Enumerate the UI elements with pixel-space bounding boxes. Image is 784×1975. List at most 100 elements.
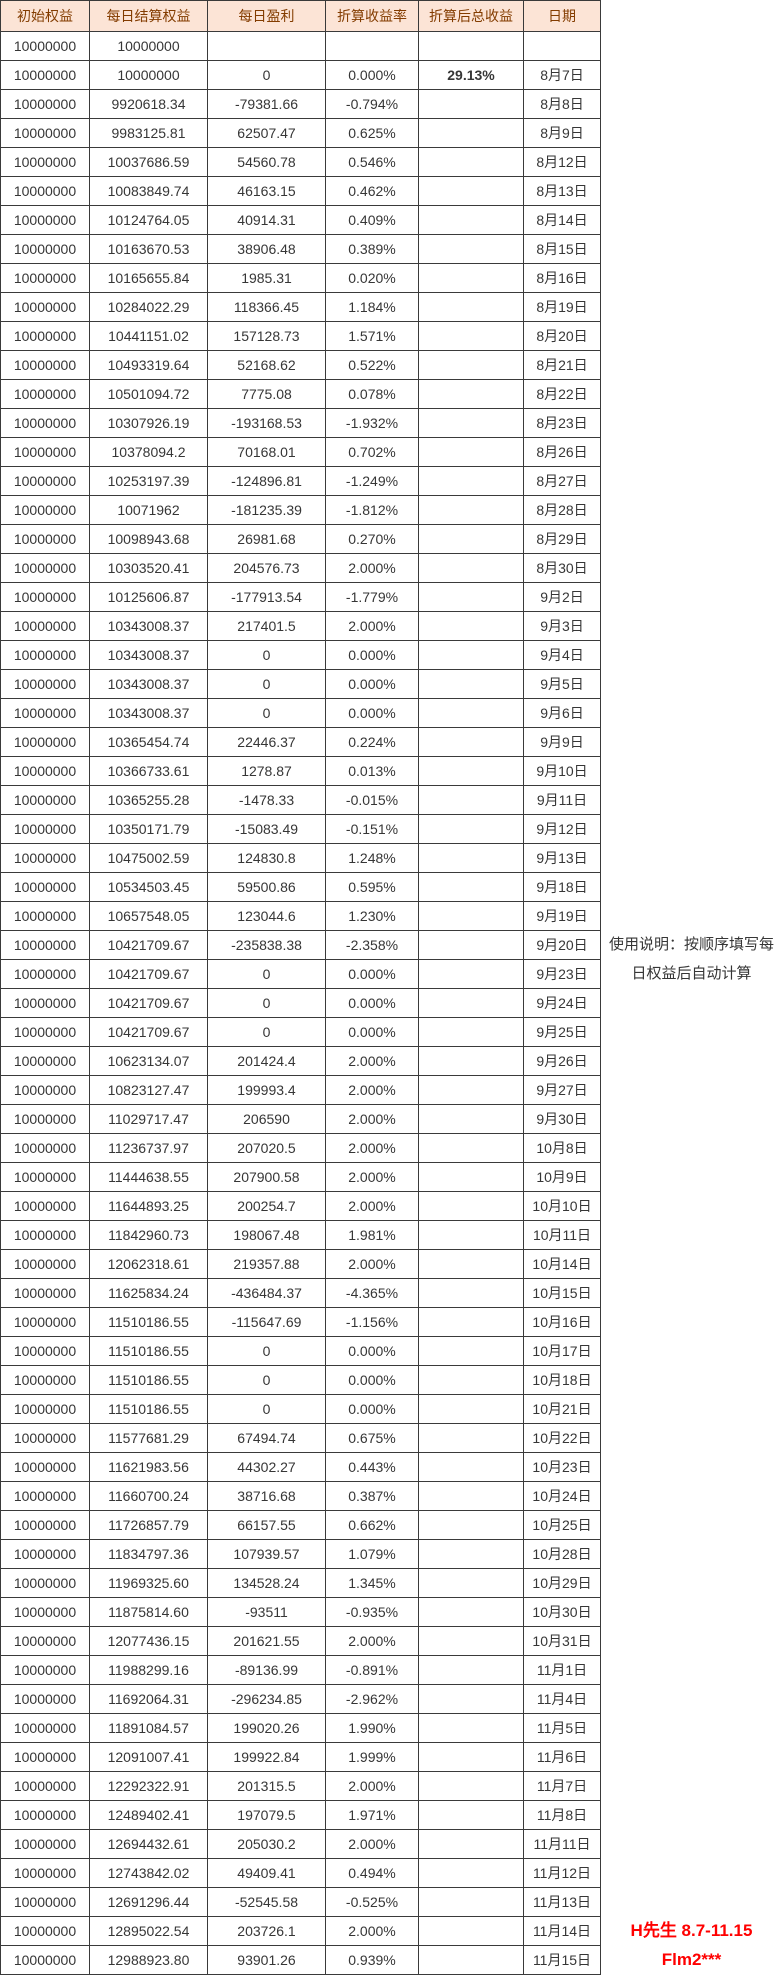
cell-settlement-equity[interactable]: 11577681.29 [89, 1423, 208, 1453]
cell-settlement-equity[interactable]: 11692064.31 [89, 1684, 208, 1714]
cell-daily-profit[interactable]: -193168.53 [207, 408, 326, 438]
cell-total-return[interactable] [418, 1713, 524, 1743]
cell-initial-equity[interactable]: 10000000 [0, 495, 90, 525]
cell-date[interactable]: 8月19日 [523, 292, 601, 322]
cell-initial-equity[interactable]: 10000000 [0, 1220, 90, 1250]
cell-initial-equity[interactable]: 10000000 [0, 1481, 90, 1511]
cell-daily-return[interactable]: 1.184% [325, 292, 419, 322]
cell-daily-return[interactable]: 0.000% [325, 1017, 419, 1047]
cell-settlement-equity[interactable]: 11236737.97 [89, 1133, 208, 1163]
cell-settlement-equity[interactable]: 12489402.41 [89, 1800, 208, 1830]
cell-total-return[interactable] [418, 1336, 524, 1366]
cell-daily-profit[interactable]: 1985.31 [207, 263, 326, 293]
cell-daily-return[interactable]: 0.494% [325, 1858, 419, 1888]
cell-date[interactable]: 10月10日 [523, 1191, 601, 1221]
cell-initial-equity[interactable]: 10000000 [0, 1017, 90, 1047]
cell-daily-return[interactable]: 2.000% [325, 1075, 419, 1105]
cell-total-return[interactable] [418, 727, 524, 757]
cell-daily-return[interactable]: 0.595% [325, 872, 419, 902]
header-initial-equity[interactable]: 初始权益 [0, 0, 90, 32]
cell-daily-profit[interactable]: 201621.55 [207, 1626, 326, 1656]
cell-initial-equity[interactable]: 10000000 [0, 408, 90, 438]
cell-initial-equity[interactable]: 10000000 [0, 1452, 90, 1482]
cell-daily-return[interactable]: 2.000% [325, 1829, 419, 1859]
header-settlement-equity[interactable]: 每日结算权益 [89, 0, 208, 32]
cell-total-return[interactable] [418, 118, 524, 148]
cell-settlement-equity[interactable]: 10037686.59 [89, 147, 208, 177]
cell-daily-profit[interactable]: 40914.31 [207, 205, 326, 235]
cell-daily-profit[interactable]: 201315.5 [207, 1771, 326, 1801]
cell-total-return[interactable] [418, 1104, 524, 1134]
cell-date[interactable]: 9月23日 [523, 959, 601, 989]
cell-daily-profit[interactable]: 1278.87 [207, 756, 326, 786]
cell-settlement-equity[interactable]: 10307926.19 [89, 408, 208, 438]
cell-date[interactable]: 8月7日 [523, 60, 601, 90]
cell-settlement-equity[interactable]: 12062318.61 [89, 1249, 208, 1279]
cell-daily-return[interactable]: 1.971% [325, 1800, 419, 1830]
cell-daily-return[interactable]: -1.156% [325, 1307, 419, 1337]
cell-daily-return[interactable]: -2.358% [325, 930, 419, 960]
cell-initial-equity[interactable]: 10000000 [0, 524, 90, 554]
cell-daily-return[interactable]: 2.000% [325, 611, 419, 641]
cell-date[interactable]: 11月12日 [523, 1858, 601, 1888]
cell-daily-return[interactable]: 2.000% [325, 1916, 419, 1946]
header-daily-return[interactable]: 折算收益率 [325, 0, 419, 32]
cell-daily-profit[interactable]: 124830.8 [207, 843, 326, 873]
cell-total-return[interactable] [418, 785, 524, 815]
cell-daily-profit[interactable]: 67494.74 [207, 1423, 326, 1453]
cell-settlement-equity[interactable]: 10083849.74 [89, 176, 208, 206]
cell-daily-profit[interactable]: 0 [207, 640, 326, 670]
cell-daily-profit[interactable]: 199993.4 [207, 1075, 326, 1105]
cell-date[interactable]: 10月8日 [523, 1133, 601, 1163]
cell-date[interactable]: 8月13日 [523, 176, 601, 206]
cell-daily-profit[interactable]: 203726.1 [207, 1916, 326, 1946]
cell-settlement-equity[interactable]: 11029717.47 [89, 1104, 208, 1134]
cell-date[interactable]: 9月19日 [523, 901, 601, 931]
cell-daily-profit[interactable]: 204576.73 [207, 553, 326, 583]
cell-daily-return[interactable]: 0.000% [325, 640, 419, 670]
cell-settlement-equity[interactable]: 10421709.67 [89, 959, 208, 989]
cell-daily-return[interactable] [325, 31, 419, 61]
cell-total-return[interactable] [418, 1887, 524, 1917]
cell-initial-equity[interactable]: 10000000 [0, 930, 90, 960]
cell-daily-return[interactable]: 0.224% [325, 727, 419, 757]
cell-date[interactable]: 10月29日 [523, 1568, 601, 1598]
cell-initial-equity[interactable]: 10000000 [0, 1800, 90, 1830]
cell-daily-return[interactable]: -1.812% [325, 495, 419, 525]
cell-total-return[interactable] [418, 1771, 524, 1801]
cell-settlement-equity[interactable]: 10421709.67 [89, 1017, 208, 1047]
cell-daily-return[interactable]: 1.079% [325, 1539, 419, 1569]
cell-daily-profit[interactable]: -436484.37 [207, 1278, 326, 1308]
cell-daily-profit[interactable]: 197079.5 [207, 1800, 326, 1830]
cell-settlement-equity[interactable]: 10475002.59 [89, 843, 208, 873]
cell-total-return[interactable] [418, 698, 524, 728]
cell-date[interactable]: 8月12日 [523, 147, 601, 177]
cell-initial-equity[interactable]: 10000000 [0, 756, 90, 786]
cell-date[interactable]: 8月26日 [523, 437, 601, 467]
cell-total-return[interactable] [418, 640, 524, 670]
cell-initial-equity[interactable]: 10000000 [0, 205, 90, 235]
cell-settlement-equity[interactable]: 10365255.28 [89, 785, 208, 815]
cell-total-return[interactable] [418, 1162, 524, 1192]
cell-daily-return[interactable]: 0.000% [325, 60, 419, 90]
header-daily-profit[interactable]: 每日盈利 [207, 0, 326, 32]
cell-daily-profit[interactable]: -15083.49 [207, 814, 326, 844]
cell-daily-profit[interactable]: 66157.55 [207, 1510, 326, 1540]
cell-settlement-equity[interactable]: 11510186.55 [89, 1307, 208, 1337]
cell-daily-profit[interactable]: 200254.7 [207, 1191, 326, 1221]
cell-initial-equity[interactable]: 10000000 [0, 31, 90, 61]
cell-daily-return[interactable]: -0.151% [325, 814, 419, 844]
cell-total-return[interactable] [418, 1220, 524, 1250]
cell-initial-equity[interactable]: 10000000 [0, 60, 90, 90]
cell-date[interactable]: 9月13日 [523, 843, 601, 873]
cell-date[interactable]: 8月27日 [523, 466, 601, 496]
cell-daily-profit[interactable]: 207900.58 [207, 1162, 326, 1192]
cell-total-return[interactable] [418, 176, 524, 206]
cell-total-return[interactable] [418, 1452, 524, 1482]
cell-daily-profit[interactable]: -124896.81 [207, 466, 326, 496]
cell-daily-profit[interactable]: -115647.69 [207, 1307, 326, 1337]
cell-daily-profit[interactable]: -52545.58 [207, 1887, 326, 1917]
cell-settlement-equity[interactable]: 11891084.57 [89, 1713, 208, 1743]
cell-settlement-equity[interactable]: 10378094.2 [89, 437, 208, 467]
cell-daily-return[interactable]: -1.932% [325, 408, 419, 438]
